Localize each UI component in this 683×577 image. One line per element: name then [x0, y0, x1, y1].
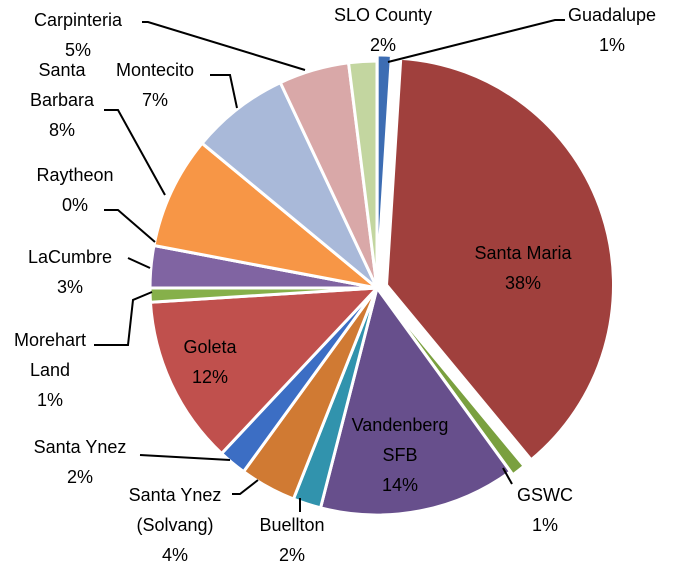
- value-label: 1%: [598, 35, 625, 55]
- slice-label: Montecito 7%: [85, 55, 225, 115]
- value-label: 14%: [381, 475, 419, 495]
- slice-label: Carpinteria 5%: [8, 5, 148, 65]
- leader-line: [94, 291, 153, 346]
- value-label: 38%: [504, 273, 542, 293]
- value-label: 3%: [56, 277, 83, 297]
- value-label: 2%: [278, 545, 305, 565]
- value-label: 0%: [61, 195, 88, 215]
- pie-slice: [148, 286, 381, 456]
- slice-label: GSWC 1%: [475, 480, 615, 540]
- value-label: 12%: [191, 367, 229, 387]
- slice-label: Vandenberg SFB 14%: [345, 410, 455, 500]
- leader-line: [502, 467, 513, 485]
- leader-line: [139, 454, 231, 461]
- pie-slice: [318, 284, 513, 517]
- category-label: Guadalupe: [567, 5, 657, 25]
- category-label: LaCumbre: [27, 247, 113, 267]
- slice-label: Buellton 2%: [222, 510, 362, 570]
- pie-slice: [384, 56, 615, 462]
- leader-line: [232, 479, 259, 495]
- category-label: Goleta: [183, 337, 237, 357]
- slice-label: Raytheon 0%: [5, 160, 145, 220]
- category-label: Raytheon: [36, 165, 114, 185]
- category-label: Montecito: [115, 60, 195, 80]
- leader-line: [127, 257, 151, 269]
- category-label: GSWC: [517, 485, 573, 505]
- pie-slice: [378, 290, 527, 477]
- leader-line: [104, 209, 156, 243]
- leader-line: [210, 74, 238, 109]
- slice-label: LaCumbre 3%: [0, 242, 140, 302]
- category-label: Santa Ynez: [33, 437, 127, 457]
- category-label: Morehart Land: [13, 330, 87, 380]
- category-label: Santa Ynez (Solvang): [128, 485, 222, 535]
- slice-label: Morehart Land 1%: [5, 325, 95, 415]
- category-label: Vandenberg SFB: [351, 415, 449, 465]
- value-label: 7%: [141, 90, 168, 110]
- slice-label: Santa Ynez (Solvang) 4%: [120, 480, 230, 570]
- slice-label: Guadalupe 1%: [542, 0, 682, 60]
- category-label: Santa Barbara: [29, 60, 95, 110]
- value-label: 8%: [48, 120, 75, 140]
- leader-line: [104, 109, 166, 196]
- value-label: 2%: [66, 467, 93, 487]
- slice-label: SLO County 2%: [313, 0, 453, 60]
- value-label: 5%: [64, 40, 91, 60]
- value-label: 1%: [36, 390, 63, 410]
- slice-label: Santa Ynez 2%: [10, 432, 150, 492]
- category-label: Carpinteria: [33, 10, 123, 30]
- pie-slice: [346, 59, 379, 289]
- leader-line: [387, 19, 565, 63]
- value-label: 2%: [369, 35, 396, 55]
- value-label: 1%: [531, 515, 558, 535]
- value-label: 4%: [161, 545, 188, 565]
- slice-label: Santa Barbara 8%: [22, 55, 102, 145]
- category-label: Buellton: [259, 515, 325, 535]
- category-label: SLO County: [333, 5, 433, 25]
- category-label: Santa Maria: [474, 243, 572, 263]
- slice-label: Santa Maria 38%: [453, 238, 593, 298]
- leader-line: [142, 21, 306, 71]
- slice-label: Goleta 12%: [140, 332, 280, 392]
- pie-slice: [375, 53, 394, 283]
